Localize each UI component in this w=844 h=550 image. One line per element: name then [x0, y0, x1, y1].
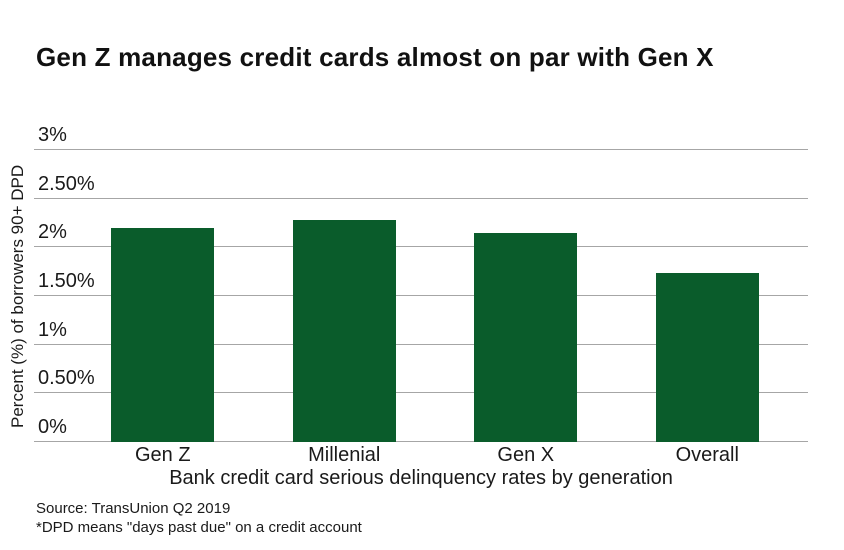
gridline [34, 197, 808, 199]
gridline [34, 441, 808, 442]
bar-slot [435, 150, 617, 442]
gridline [34, 343, 808, 345]
x-axis-label: Bank credit card serious delinquency rat… [169, 467, 673, 489]
plot-area: 0% 0.50% 1% 1.50% 2% 2.50% 3% [34, 124, 808, 442]
gridline [34, 392, 808, 394]
chart-title: Gen Z manages credit cards almost on par… [36, 42, 714, 72]
bar-slot [617, 150, 799, 442]
x-category-labels: Gen Z Millenial Gen X Overall [72, 444, 798, 467]
footnote-text: *DPD means "days past due" on a credit a… [36, 519, 362, 536]
x-category-label: Gen Z [134, 444, 191, 466]
bar-millenial [292, 220, 396, 442]
x-category-label: Gen X [497, 444, 555, 466]
gridline [34, 246, 808, 248]
gridline [34, 295, 808, 296]
bar-gen-x [474, 232, 578, 442]
y-tick-label: 0% [38, 416, 67, 438]
x-category-label: Overall [675, 444, 739, 466]
gridline [34, 149, 808, 150]
x-category-label: Millenial [308, 444, 381, 466]
y-tick-label: 1% [38, 318, 67, 341]
bars-group [72, 150, 798, 442]
source-block: Source: TransUnion Q2 2019 *DPD means "d… [36, 499, 362, 537]
bar-slot [72, 150, 254, 442]
source-text: Source: TransUnion Q2 2019 [36, 500, 231, 517]
y-tick-label: 1.50% [38, 270, 95, 292]
y-tick-label: 2.50% [38, 172, 95, 195]
bar-overall [655, 272, 759, 442]
y-tick-label: 2% [38, 221, 67, 244]
y-tick-label: 3% [38, 124, 67, 146]
y-axis-label: Percent (%) of borrowers 90+ DPD [8, 164, 27, 428]
bar-slot [254, 150, 436, 442]
y-tick-label: 0.50% [38, 367, 95, 390]
bar-gen-z [111, 227, 215, 442]
